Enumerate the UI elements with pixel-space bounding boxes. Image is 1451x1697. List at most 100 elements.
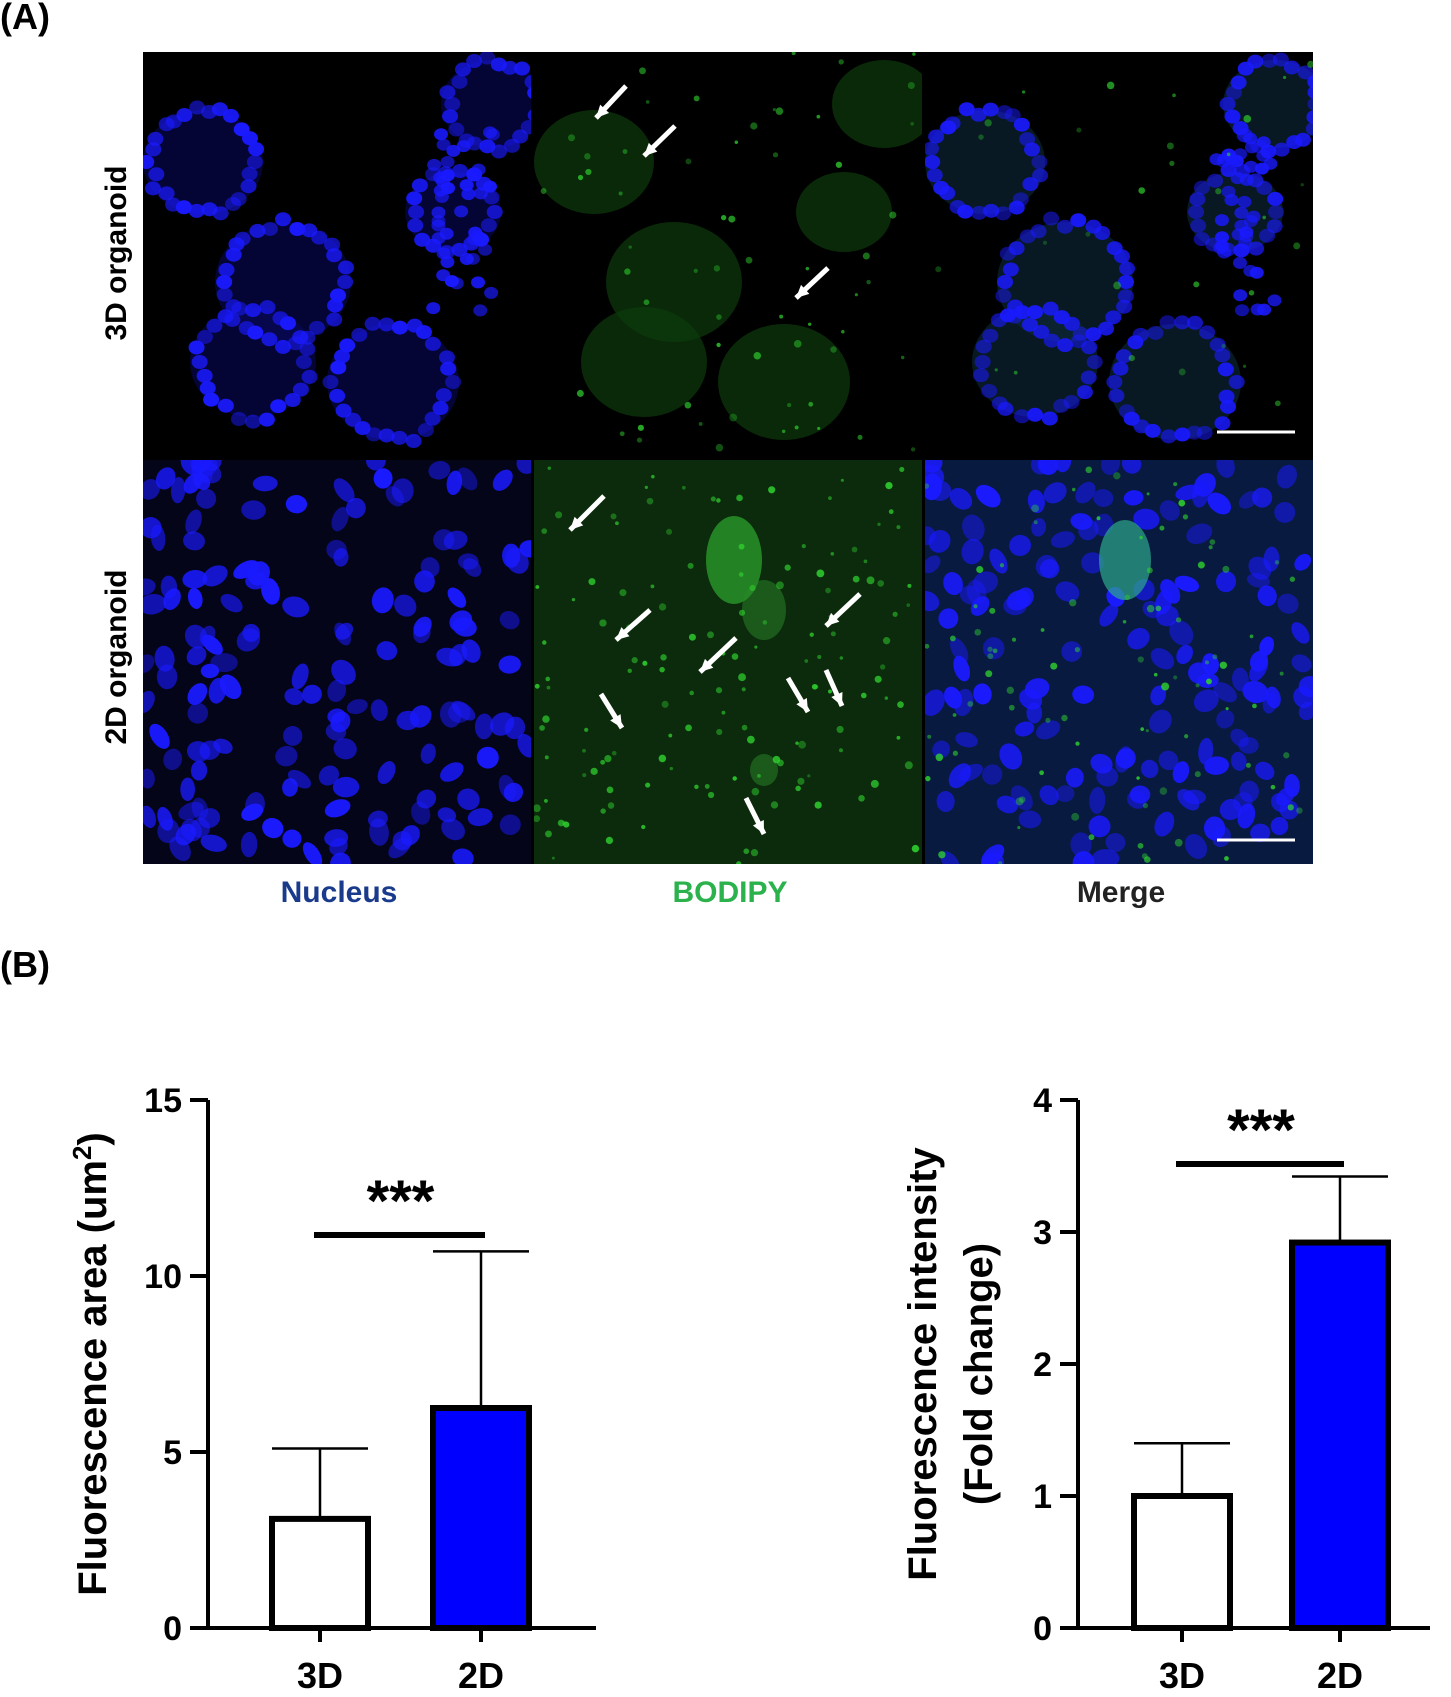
bar-2D (1289, 1239, 1391, 1631)
tile-2d-nucleus (143, 460, 531, 864)
nucleus-blob (1306, 110, 1313, 124)
lipid-droplet (576, 389, 584, 397)
nucleus-blob (1193, 689, 1219, 713)
organoid-body (796, 172, 892, 252)
nucleus-blob (499, 610, 520, 630)
nucleus-blob (995, 288, 1012, 303)
nucleus-blob (1070, 513, 1093, 530)
nucleus-blob (1252, 487, 1273, 508)
nucleus-blob (970, 107, 987, 122)
lipid-droplet (882, 637, 891, 645)
nucleus-blob (331, 506, 349, 532)
nucleus-blob (1089, 786, 1106, 814)
lipid-droplet (669, 766, 673, 771)
nucleus-blob (983, 203, 1000, 218)
nucleus-blob (1112, 361, 1129, 376)
nucleus-blob (1115, 746, 1133, 773)
nucleus-blob (1072, 685, 1095, 704)
nucleus-blob (188, 203, 205, 218)
nucleus-blob (1215, 239, 1230, 252)
y-tick-label: 0 (1033, 1610, 1052, 1648)
nucleus-blob (1115, 349, 1132, 364)
nucleus-blob (1262, 691, 1278, 714)
nucleus-blob (925, 590, 940, 612)
nucleus-blob (249, 223, 266, 238)
nucleus-blob (424, 336, 441, 351)
lipid-droplet (577, 174, 584, 181)
nucleus-blob (457, 788, 480, 811)
lipid-droplet (998, 861, 1003, 864)
lipid-droplet (1106, 81, 1115, 90)
nucleus-blob (467, 233, 482, 246)
tile-3d-merge (925, 52, 1313, 456)
column-label-bodipy: BODIPY (672, 876, 788, 909)
nucleus-blob (364, 316, 381, 331)
nucleus-blob (1256, 136, 1271, 149)
nucleus-blob (176, 108, 193, 123)
nucleus-blob (949, 488, 973, 510)
nucleus-blob (458, 553, 479, 570)
lipid-droplet (839, 656, 844, 660)
lipid-droplet (1011, 637, 1017, 642)
nucleus-blob (971, 205, 988, 220)
lipid-droplet (1300, 183, 1304, 187)
lipid-droplet (582, 773, 587, 778)
lipid-droplet (1140, 727, 1145, 731)
nucleus-blob (482, 126, 497, 139)
nucleus-blob (1080, 370, 1097, 385)
lipid-droplet (1019, 796, 1026, 803)
lipid-droplet (658, 603, 667, 611)
nucleus-blob (261, 577, 281, 605)
lipid-droplet (540, 188, 547, 194)
nucleus-blob (1121, 460, 1142, 474)
nucleus-blob (200, 663, 220, 679)
lipid-droplet (732, 776, 737, 781)
lipid-droplet (840, 478, 844, 482)
nucleus-blob (958, 763, 983, 782)
lipid-droplet (688, 633, 696, 641)
nucleus-blob (466, 54, 483, 69)
nucleus-blob (252, 475, 278, 492)
lipid-droplet (880, 664, 886, 670)
lipid-droplet (713, 265, 721, 272)
lipid-droplet (636, 437, 643, 443)
lipid-droplet (809, 632, 814, 637)
row-label-2d: 2D organoid (100, 569, 133, 745)
lipid-droplet (1224, 856, 1229, 861)
lipid-droplet (860, 692, 867, 699)
x-tick-label: 2D (1317, 1655, 1363, 1696)
nucleus-blob (439, 701, 462, 728)
lipid-droplet (1161, 682, 1170, 691)
lipid-droplet (646, 497, 654, 505)
lipid-droplet (1033, 520, 1038, 525)
nucleus-blob (280, 316, 297, 331)
nucleus-blob (225, 247, 242, 262)
nucleus-blob (982, 102, 999, 117)
nucleus-blob (334, 349, 351, 364)
nucleus-blob (943, 572, 963, 596)
y-tick-label: 1 (1033, 1478, 1052, 1516)
nucleus-blob (231, 301, 248, 316)
lipid-droplet (808, 401, 814, 407)
nucleus-blob (1274, 501, 1296, 523)
lipid-droplet (694, 784, 699, 790)
lipid-droplet (768, 486, 776, 494)
nucleus-blob (471, 163, 486, 176)
nucleus-blob (1248, 241, 1265, 256)
nucleus-blob (1239, 780, 1259, 803)
lipid-droplet (910, 121, 914, 126)
cell-body (1099, 520, 1151, 600)
nucleus-blob (163, 588, 181, 611)
lipid-droplet (1293, 242, 1301, 250)
nucleus-blob (492, 469, 513, 491)
lipid-droplet (1182, 514, 1189, 520)
lipid-droplet (710, 496, 716, 502)
nucleus-blob (187, 587, 203, 609)
lipid-droplet (795, 785, 801, 792)
nucleus-blob (415, 325, 432, 340)
nucleus-blob (258, 412, 275, 427)
nucleus-blob (345, 412, 362, 427)
nucleus-blob (448, 644, 468, 667)
nucleus-blob (143, 155, 155, 169)
y-axis-label-line2: (Fold change) (957, 1243, 1001, 1505)
